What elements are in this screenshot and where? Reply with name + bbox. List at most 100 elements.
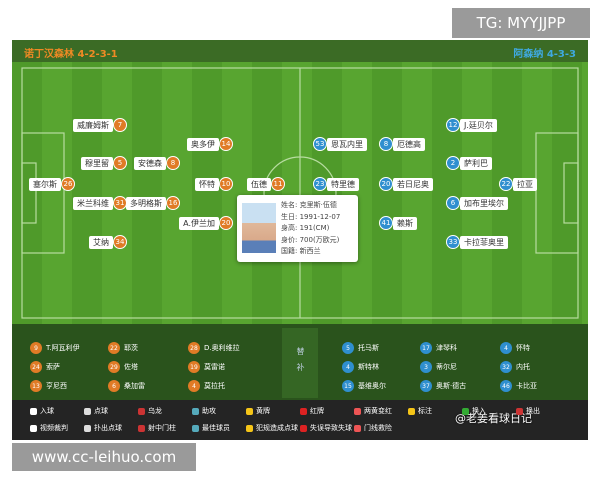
player-number: 31 [113, 196, 127, 210]
legend-icon [462, 407, 469, 415]
legend-item: 标注 [408, 406, 432, 416]
player-number: 12 [446, 118, 460, 132]
player-name: 卡拉菲奥里 [460, 235, 508, 249]
bench-number: 4 [342, 361, 354, 373]
legend-label: 扑出点球 [94, 424, 122, 432]
player: 多明格斯 16 [126, 196, 180, 210]
legend-icon [192, 407, 199, 415]
legend-item: 扑出点球 [84, 423, 122, 433]
legend-item: 失误导致失球 [300, 423, 352, 433]
legend-label: 入球 [40, 407, 54, 415]
bench-number: 4 [188, 380, 200, 392]
legend-item: 门线救险 [354, 423, 392, 433]
home-team: 诺丁汉森林 4-2-3-1 [24, 45, 118, 60]
legend-icon [408, 407, 415, 415]
legend-label: 点球 [94, 407, 108, 415]
player-number: 34 [113, 235, 127, 249]
bench-number: 17 [420, 342, 432, 354]
tooltip-value: 新西兰 [299, 247, 321, 255]
tooltip-value: 700(万欧元) [299, 235, 340, 244]
tooltip-rows: 姓名: 克里斯·伍德 生日: 1991-12-07 身高: 191(CM) 身价: 7… [281, 200, 340, 258]
player: 怀特 10 [195, 177, 233, 191]
bench-number: 22 [108, 342, 120, 354]
bench-player: 32 内托 [500, 361, 530, 373]
legend-icon [246, 424, 253, 432]
bench-number: 15 [342, 380, 354, 392]
tooltip-label: 国籍: [281, 247, 298, 255]
legend-label: 视频裁判 [40, 424, 68, 432]
player-number: 23 [313, 177, 327, 191]
away-formation: 4-3-3 [546, 49, 576, 60]
player-name: 穆里留 [81, 156, 113, 170]
player-number: 20 [219, 216, 233, 230]
player-name: 艾纳 [89, 235, 113, 249]
bench-name: 蒂尔尼 [436, 363, 457, 371]
bench-number: 13 [30, 380, 42, 392]
player: 8 厄德高 [379, 137, 425, 151]
tooltip-label: 身价: [281, 235, 298, 244]
legend-bar [12, 400, 588, 440]
player-number: 7 [113, 118, 127, 132]
player: 穆里留 5 [81, 156, 127, 170]
player-number: 41 [379, 216, 393, 230]
legend-icon [516, 407, 523, 415]
bench-number: 3 [420, 361, 432, 373]
bench-name: 索萨 [46, 363, 60, 371]
tooltip-label: 身高: [281, 224, 298, 232]
bench-name: 亨尼西 [46, 382, 67, 390]
bench-name: 托马斯 [358, 344, 379, 352]
legend-label: 换入 [472, 407, 486, 415]
player-name: 加布里埃尔 [460, 196, 508, 210]
player-number: 14 [219, 137, 233, 151]
legend-label: 失误导致失球 [310, 424, 352, 432]
legend-label: 换出 [526, 407, 540, 415]
bench-player: 6 桑加雷 [108, 380, 145, 392]
legend-item: 射中门柱 [138, 423, 176, 433]
watermark-bottom: www.cc-leihuo.com [12, 443, 196, 471]
player-number: 16 [166, 196, 180, 210]
tooltip-label: 姓名: [281, 201, 298, 209]
bench-number: 9 [30, 342, 42, 354]
player: 20 若日尼奥 [379, 177, 433, 191]
legend-icon [300, 407, 307, 415]
player: 41 赖斯 [379, 216, 417, 230]
header-bar [12, 40, 588, 62]
bench-name: T.阿瓦利伊 [46, 344, 80, 352]
player-name: 恩瓦内里 [327, 137, 367, 151]
legend-item: 最佳球员 [192, 423, 230, 433]
legend-label: 黄牌 [256, 407, 270, 415]
legend-icon [354, 424, 361, 432]
player-number: 2 [446, 156, 460, 170]
bench-player: 13 亨尼西 [30, 380, 67, 392]
bench-name: 津琴科 [436, 344, 457, 352]
legend-label: 红牌 [310, 407, 324, 415]
tooltip-row: 身价: 700(万欧元) [281, 235, 340, 247]
player-name: 赖斯 [393, 216, 417, 230]
player: 22 拉亚 [499, 177, 537, 191]
bench-name: 奥斯·德古 [436, 382, 467, 390]
home-name: 诺丁汉森林 [24, 49, 74, 60]
player-number: 6 [446, 196, 460, 210]
legend-item: 点球 [84, 406, 108, 416]
bench-player: 15 基维奥尔 [342, 380, 386, 392]
player-name: 伍德 [247, 177, 271, 191]
bench-player: 46 卡比亚 [500, 380, 537, 392]
legend-icon [138, 424, 145, 432]
bench-number: 6 [108, 380, 120, 392]
bench-number: 28 [188, 342, 200, 354]
player-name: 厄德高 [393, 137, 425, 151]
bench-player: 4 斯特林 [342, 361, 379, 373]
player: 53 恩瓦内里 [313, 137, 367, 151]
away-team: 阿森纳 4-3-3 [513, 45, 576, 60]
player-name: 奥多伊 [187, 137, 219, 151]
tooltip-row: 生日: 1991-12-07 [281, 212, 340, 224]
bench-number: 5 [342, 342, 354, 354]
player-name: 若日尼奥 [393, 177, 433, 191]
bench-title: 替补 [282, 328, 318, 398]
player-number: 10 [219, 177, 233, 191]
legend-item: 红牌 [300, 406, 324, 416]
bench-player: 29 佐塔 [108, 361, 138, 373]
player: 米兰科维 31 [73, 196, 127, 210]
tooltip-label: 生日: [281, 212, 298, 221]
